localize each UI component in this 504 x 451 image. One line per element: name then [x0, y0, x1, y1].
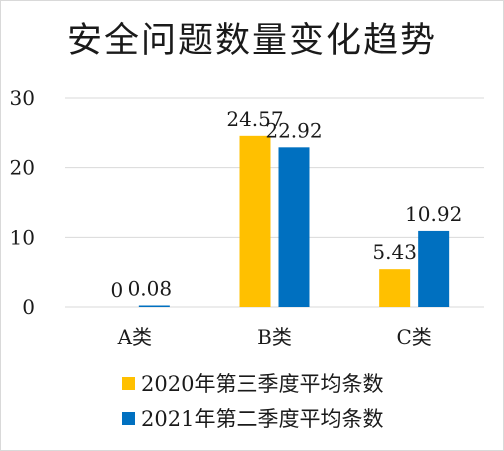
legend-label-2021: 2021年第二季度平均条数	[141, 407, 384, 431]
legend-label-2020: 2020年第三季度平均条数	[141, 372, 384, 396]
x-tick-label: A类	[117, 325, 152, 349]
data-label: 0	[110, 278, 123, 302]
y-tick-label: 0	[22, 295, 35, 319]
chart-legend: 2020年第三季度平均条数 2021年第二季度平均条数	[122, 370, 383, 440]
legend-item-2021: 2021年第二季度平均条数	[122, 405, 383, 431]
data-label: 10.92	[405, 202, 462, 226]
legend-swatch-2020	[122, 376, 135, 390]
y-tick-label: 30	[10, 86, 35, 110]
y-tick-label: 10	[10, 225, 35, 249]
y-tick-label: 20	[10, 156, 35, 180]
x-tick-label: B类	[257, 325, 292, 349]
chart-title: 安全问题数量变化趋势	[66, 21, 437, 61]
data-label: 22.92	[265, 118, 322, 142]
legend-swatch-2021	[122, 411, 135, 425]
x-tick-label: C类	[397, 325, 432, 349]
legend-item-2020: 2020年第三季度平均条数	[122, 370, 383, 396]
bar-2-1	[418, 230, 450, 307]
data-label: 24.57	[226, 107, 283, 131]
bar-1-1	[278, 147, 310, 307]
bar-2-0	[379, 269, 411, 307]
data-label: 0.08	[128, 277, 173, 301]
bar-1-0	[239, 135, 271, 307]
bar-0-1	[138, 305, 170, 307]
data-label: 5.43	[372, 240, 417, 264]
